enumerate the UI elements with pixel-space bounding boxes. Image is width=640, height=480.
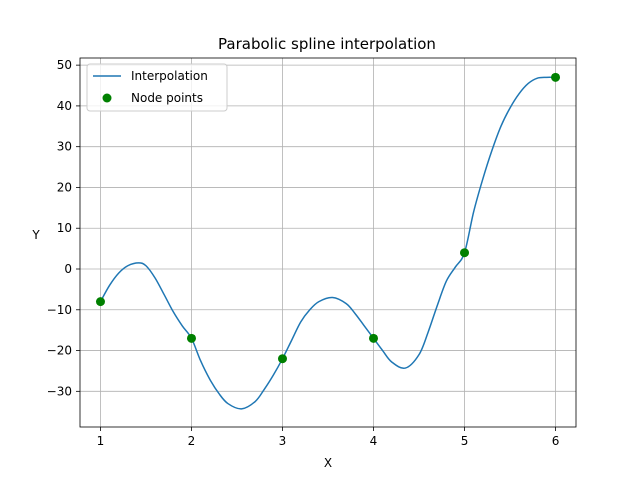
y-tick-label: 30 xyxy=(57,140,72,154)
x-tick-label: 2 xyxy=(188,434,196,448)
y-tick-label: −30 xyxy=(47,384,72,398)
y-axis: −30 −20 −10 0 10 20 30 40 50 xyxy=(47,58,80,398)
y-tick-label: 20 xyxy=(57,180,72,194)
y-tick-label: 0 xyxy=(64,262,72,276)
x-tick-label: 6 xyxy=(552,434,560,448)
legend: Interpolation Node points xyxy=(86,63,228,112)
plot-frame xyxy=(79,57,577,428)
legend-box xyxy=(86,63,228,112)
x-tick-label: 3 xyxy=(279,434,287,448)
node-point xyxy=(369,333,379,343)
chart-title: Parabolic spline interpolation xyxy=(218,35,436,53)
y-axis-label: Y xyxy=(31,228,40,242)
y-tick-label: 40 xyxy=(57,99,72,113)
node-point xyxy=(551,72,561,82)
y-tick-label: −10 xyxy=(47,303,72,317)
node-point xyxy=(186,333,196,343)
y-tick-label: −20 xyxy=(47,344,72,358)
node-point xyxy=(95,297,105,307)
y-tick-label: 50 xyxy=(57,58,72,72)
x-tick-label: 4 xyxy=(370,434,378,448)
y-tick-label: 10 xyxy=(57,221,72,235)
grid xyxy=(80,58,576,427)
x-tick-label: 1 xyxy=(97,434,105,448)
legend-label-node-points: Node points xyxy=(131,91,203,105)
x-axis-label: X xyxy=(324,456,332,470)
x-tick-label: 5 xyxy=(461,434,469,448)
node-point xyxy=(460,248,470,258)
legend-dot-marker xyxy=(102,93,112,103)
interpolation-line xyxy=(99,76,556,410)
node-point xyxy=(277,354,287,364)
legend-label-interpolation: Interpolation xyxy=(131,69,208,83)
x-axis: 1 2 3 4 5 6 xyxy=(97,427,560,448)
plot-area xyxy=(95,72,561,410)
